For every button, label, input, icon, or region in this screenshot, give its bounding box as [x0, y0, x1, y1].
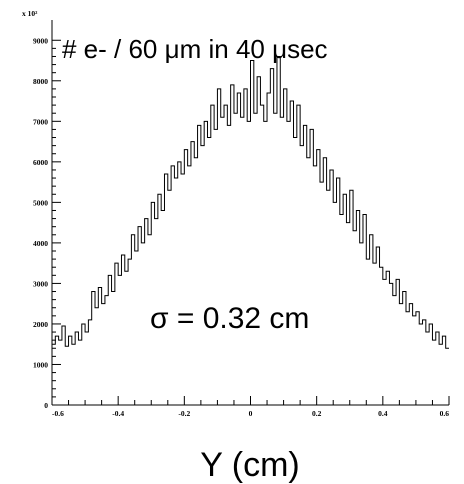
y-tick-label: 6000	[33, 158, 48, 167]
x-tick-label: 0.4	[378, 409, 388, 418]
y-tick-label: 4000	[33, 239, 48, 248]
x-tick-label: -0.2	[178, 409, 190, 418]
x-tick-label: 0	[249, 409, 253, 418]
chart-title: # e- / 60 μm in 40 μsec	[62, 34, 328, 64]
y-tick-label: 3000	[33, 279, 48, 288]
histogram-series-line	[52, 55, 449, 349]
y-tick-label: 5000	[33, 198, 48, 207]
y-tick-label: 7000	[33, 117, 48, 126]
x-tick-label: 0.2	[312, 409, 322, 418]
y-tick-label: 2000	[33, 320, 48, 329]
x-tick-label: -0.4	[112, 409, 124, 418]
y-tick-label: 0	[44, 401, 48, 410]
x-tick-label: -0.6	[52, 409, 64, 418]
x-axis-label: Y (cm)	[200, 446, 299, 484]
y-tick-label: 1000	[33, 360, 48, 369]
x-tick-label: 0.6	[440, 409, 450, 418]
y-tick-label: 9000	[33, 36, 48, 45]
series-group	[52, 55, 449, 349]
x-ticks: -0.6 -0.4 -0.2 0 0.2 0.4 0.6	[51, 396, 450, 418]
y-tick-label: 8000	[33, 77, 48, 86]
y-multiplier-label: x 10²	[22, 9, 38, 18]
y-ticks: 0 1000 2000 3000 4000 5000 6000 7000 8000 9000	[33, 36, 61, 410]
sigma-annotation: σ = 0.32 cm	[150, 302, 309, 335]
